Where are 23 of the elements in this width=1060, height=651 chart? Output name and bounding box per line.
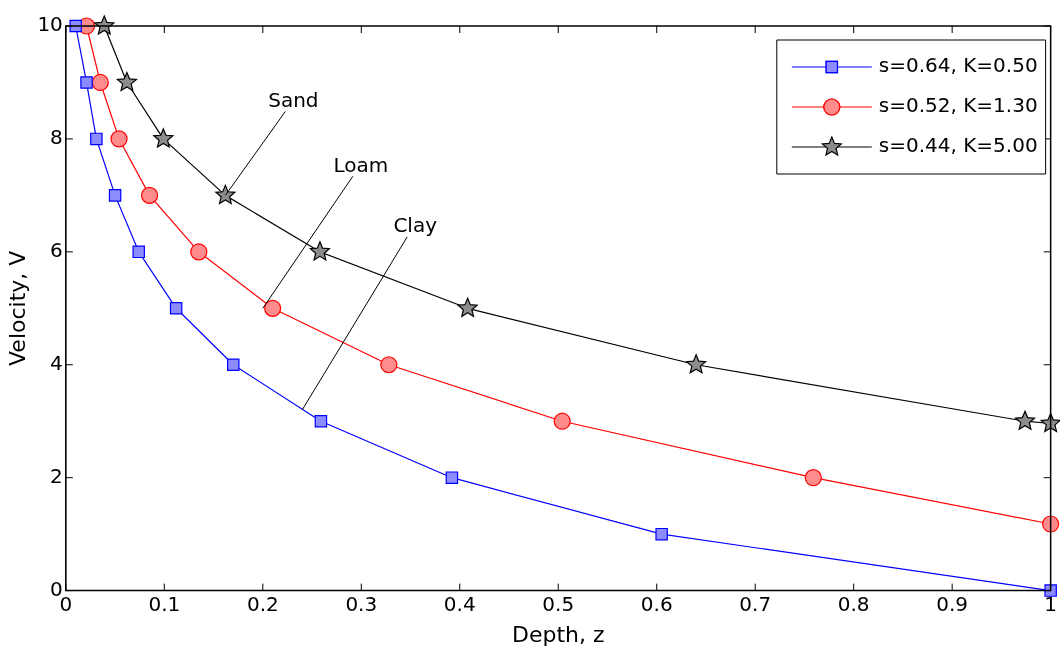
x-tick-label: 0.8 bbox=[837, 591, 870, 616]
legend-label: s=0.44, K=5.00 bbox=[878, 133, 1038, 158]
x-tick-label: 0.4 bbox=[443, 591, 476, 616]
y-axis-title: Velocity, V bbox=[4, 250, 30, 366]
annotation: Loam bbox=[333, 152, 389, 177]
legend-label: s=0.52, K=1.30 bbox=[878, 93, 1038, 118]
x-tick-label: 0.1 bbox=[148, 591, 181, 616]
y-tick-label: 2 bbox=[50, 463, 63, 488]
y-tick-label: 10 bbox=[37, 12, 63, 37]
x-tick-label: 0.9 bbox=[936, 591, 969, 616]
x-tick-label: 0.7 bbox=[739, 591, 772, 616]
x-tick-label: 0.3 bbox=[345, 591, 378, 616]
y-tick-label: 8 bbox=[50, 125, 63, 150]
annotation: Sand bbox=[268, 87, 319, 112]
annotation: Clay bbox=[393, 213, 438, 238]
y-tick-label: 6 bbox=[50, 238, 63, 263]
legend-label: s=0.64, K=0.50 bbox=[878, 53, 1038, 78]
x-tick-label: 0.2 bbox=[246, 591, 279, 616]
y-tick-label: 4 bbox=[50, 350, 63, 375]
x-tick-label: 0.5 bbox=[542, 591, 575, 616]
x-tick-label: 1 bbox=[1044, 591, 1057, 616]
x-axis-title: Depth, z bbox=[511, 621, 605, 647]
x-tick-label: 0.6 bbox=[640, 591, 673, 616]
